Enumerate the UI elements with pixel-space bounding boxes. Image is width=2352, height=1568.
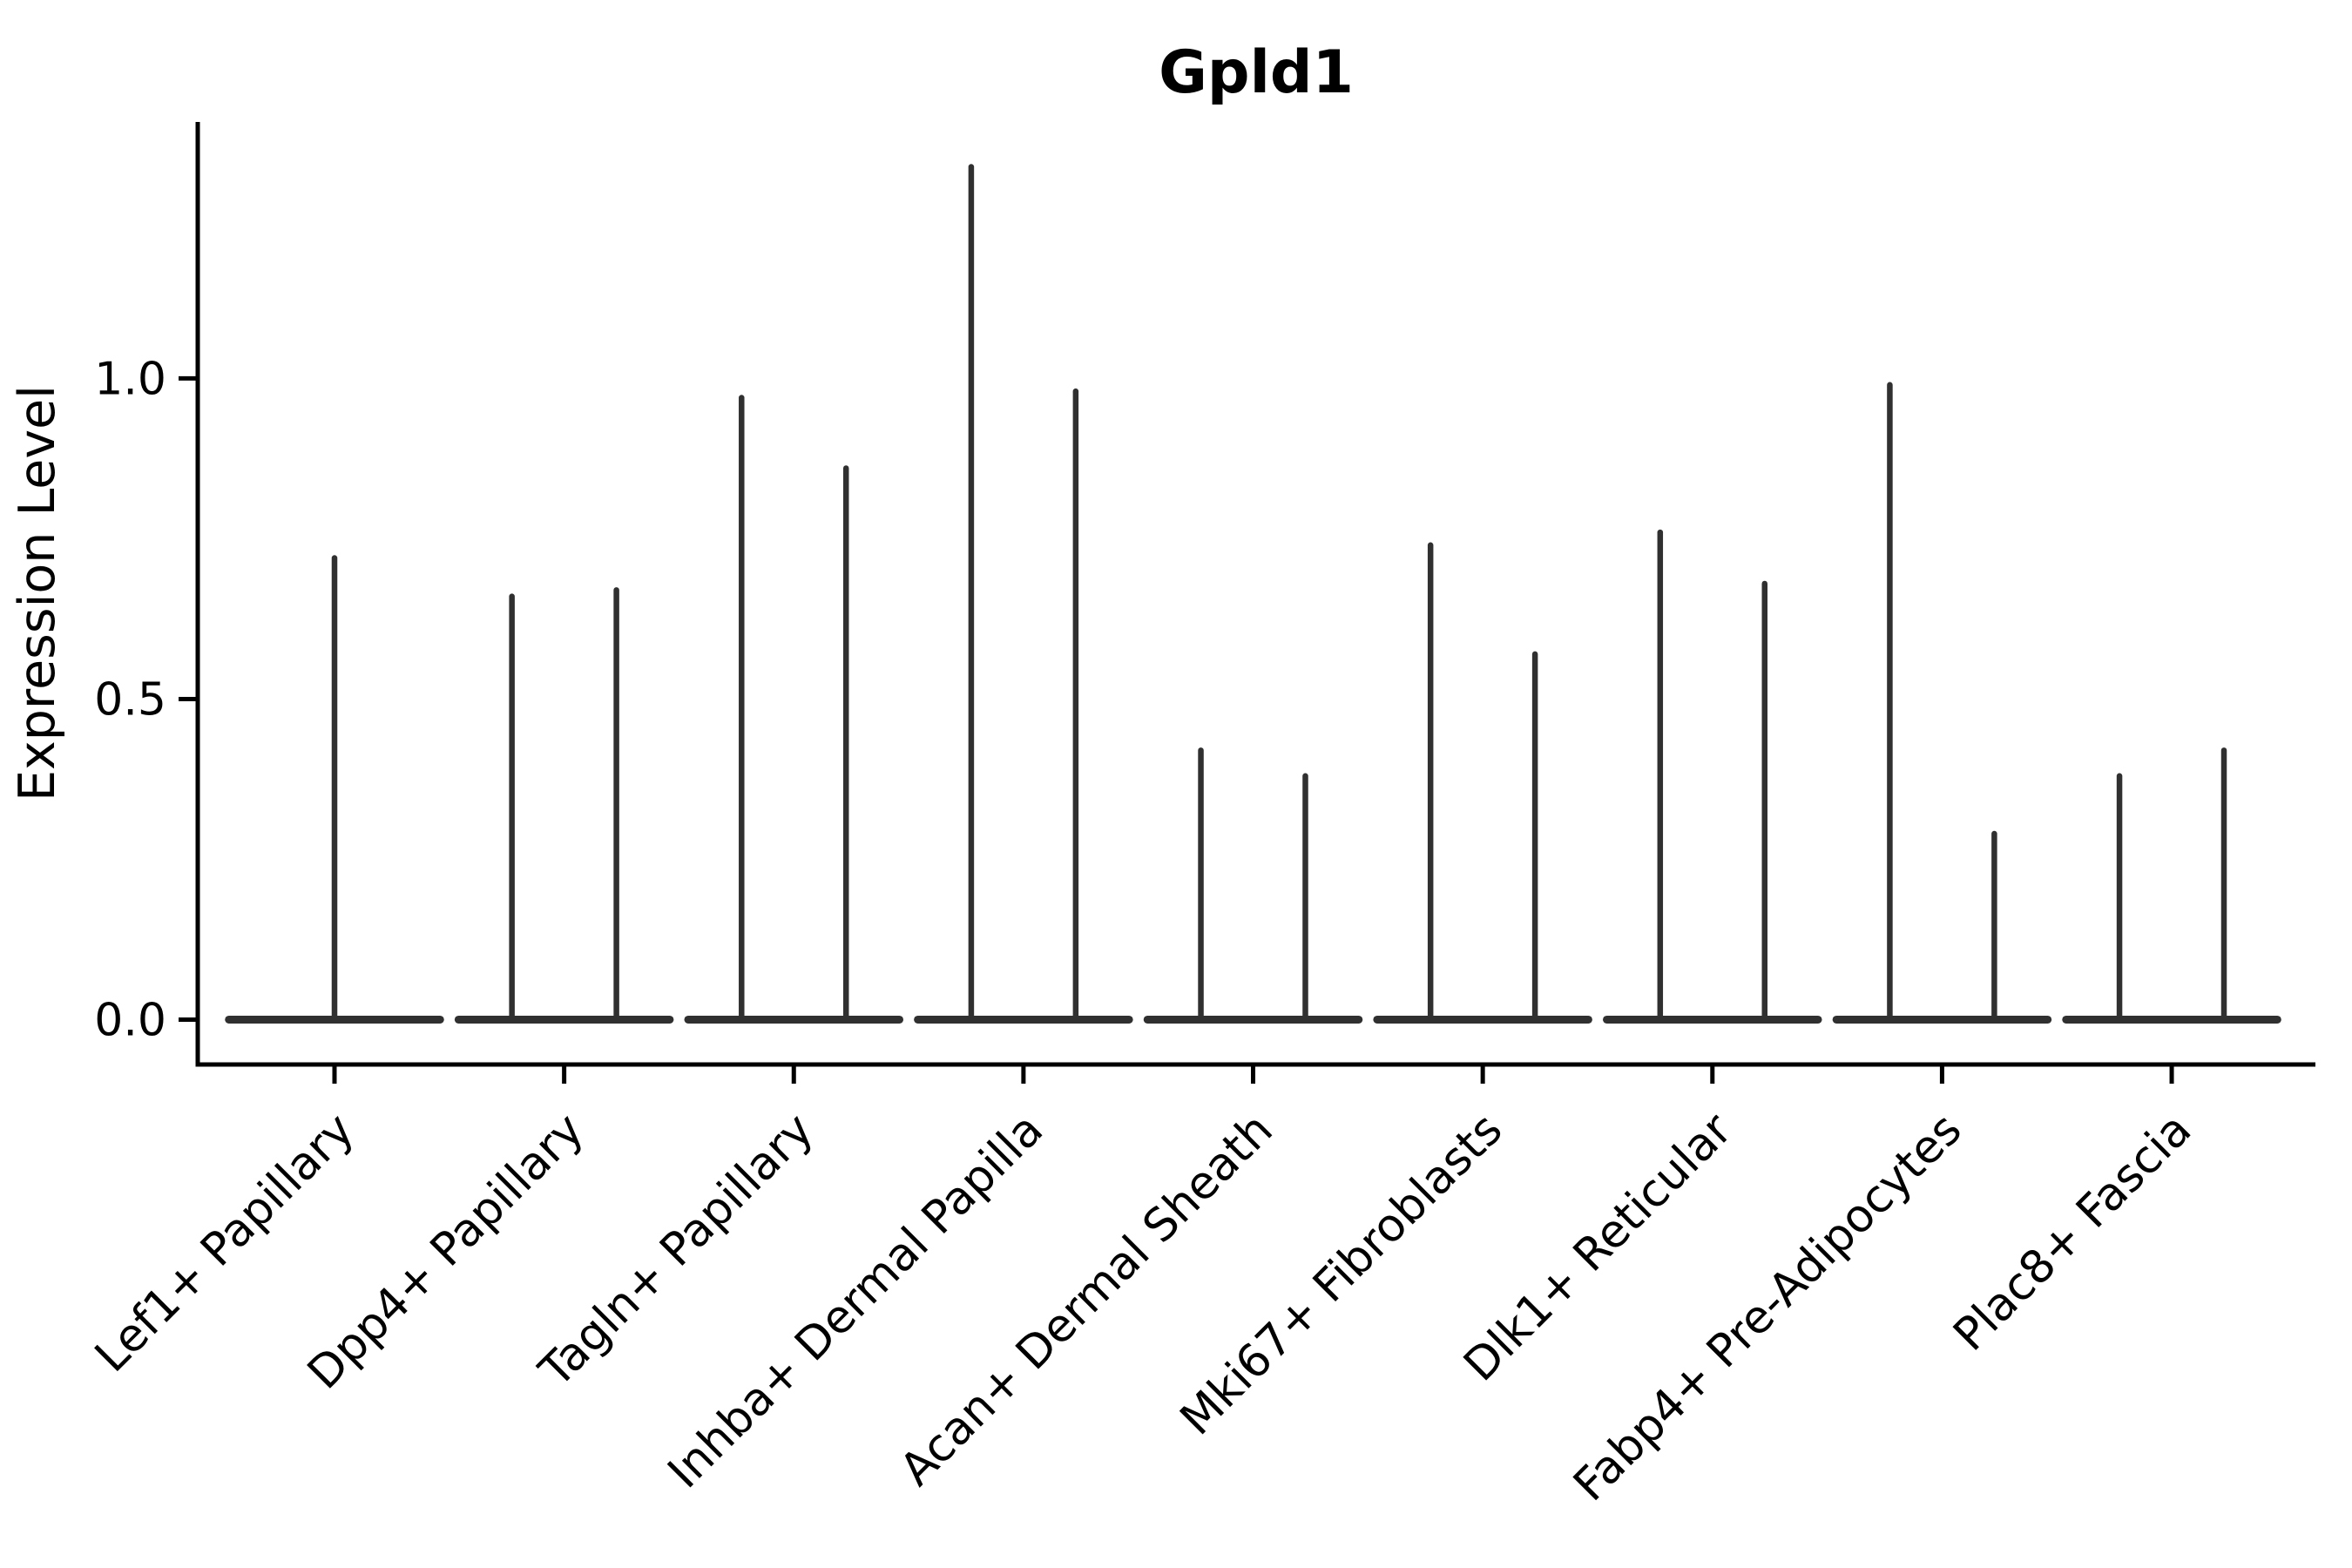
y-tick-label: 0.0 [94,995,166,1047]
y-tick-label: 1.0 [94,354,166,406]
violin-group [1373,542,1592,1024]
chart-title: Gpld1 [1159,38,1354,107]
axes-layer [179,122,2315,1084]
y-axis-label: Expression Level [9,385,66,801]
violins-layer [225,164,2281,1024]
violin-group [1603,529,1822,1024]
violin-group [914,164,1133,1024]
x-tick-label: Inhba+ Dermal Papilla [659,1104,1053,1498]
x-tick-label: Acan+ Dermal Sheath [890,1104,1283,1497]
violin-group [1143,747,1363,1024]
violin-group [225,555,444,1024]
violin-group [2062,747,2281,1024]
x-tick-label: Fabp4+ Pre-Adipocytes [1564,1104,1971,1511]
violin-group [684,395,904,1024]
x-tick-label: Plac8+ Fascia [1943,1104,2201,1362]
y-tick-label: 0.5 [94,674,166,727]
violin-group [454,587,674,1024]
violin-group [1832,382,2052,1024]
